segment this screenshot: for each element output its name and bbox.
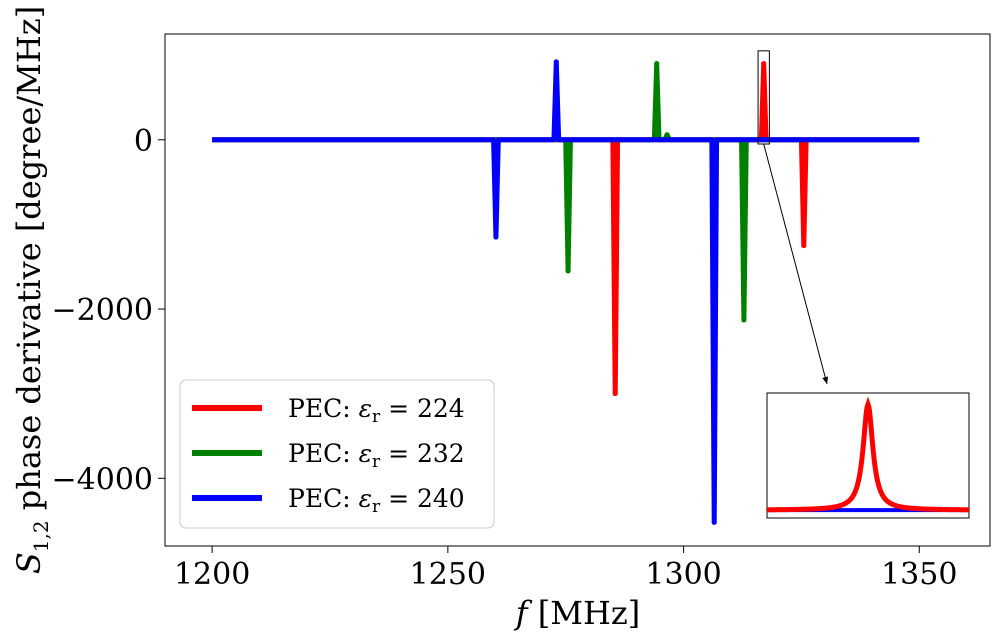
spike-point	[654, 61, 660, 67]
x-tick-label: 1200	[174, 557, 250, 592]
legend-label: PEC: εr = 232	[288, 439, 465, 472]
series-layer	[212, 59, 920, 525]
y-tick-label: 0	[134, 124, 153, 159]
spike-point	[801, 243, 807, 249]
series-line-2	[212, 61, 920, 323]
y-axis-label: S1,2 phase derivative [degree/MHz]	[10, 6, 53, 574]
legend-label: PEC: εr = 240	[288, 484, 465, 517]
zoom-arrow-head	[822, 376, 829, 384]
inset-plot	[766, 392, 970, 519]
spike-point	[553, 59, 559, 65]
zoom-arrow	[763, 143, 828, 385]
spike-point	[711, 519, 717, 525]
legend-box	[179, 379, 495, 529]
x-axis-label: f [MHz]	[514, 594, 641, 632]
x-tick-label: 1250	[410, 557, 486, 592]
y-tick-label: −2000	[52, 293, 153, 328]
spike-point	[761, 61, 767, 67]
y-tick-label: −4000	[52, 462, 153, 497]
spike-point	[565, 268, 571, 274]
spike-point	[612, 391, 618, 397]
spike-point	[664, 132, 670, 138]
x-tick-label: 1300	[645, 557, 721, 592]
legend-label: PEC: εr = 224	[288, 394, 465, 427]
x-tick-label: 1350	[881, 557, 957, 592]
spike-point	[493, 234, 499, 240]
inset-resonance-peak	[766, 396, 970, 513]
plot-frame	[164, 33, 991, 547]
spike-point	[741, 317, 747, 323]
legend: PEC: εr = 224 PEC: εr = 232 PEC: εr = 240	[179, 379, 495, 529]
ticks-layer: 1200 1250 1300 1350 0 −2000 −4000	[52, 124, 958, 592]
